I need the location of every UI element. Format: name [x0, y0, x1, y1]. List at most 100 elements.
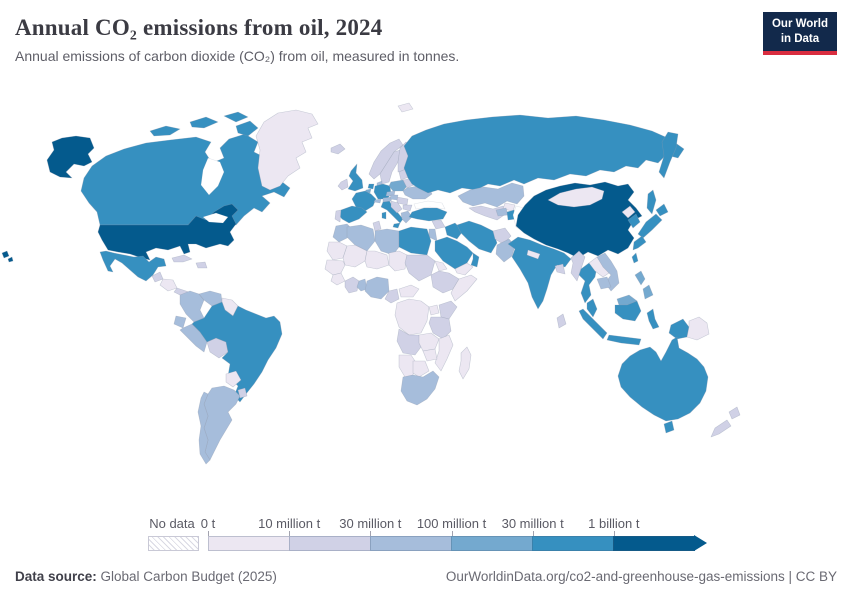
country-japan[interactable] [655, 203, 669, 217]
country-mexico[interactable] [99, 250, 167, 282]
country-iceland[interactable] [330, 143, 346, 155]
country-sri-lanka[interactable] [556, 313, 567, 329]
country-cambodia[interactable] [596, 276, 612, 290]
legend-segment[interactable] [532, 536, 614, 551]
country-car[interactable] [398, 284, 420, 298]
country-russia-sakhalin[interactable] [646, 189, 657, 215]
country-south-africa[interactable] [400, 370, 440, 406]
country-greenland[interactable] [255, 109, 319, 191]
country-hawaii[interactable] [7, 256, 14, 263]
legend-segment[interactable] [613, 536, 695, 551]
country-cuba[interactable] [171, 254, 193, 263]
country-germany[interactable] [373, 183, 392, 200]
country-arctic-isles[interactable] [223, 111, 249, 123]
country-south-korea[interactable] [627, 213, 641, 229]
country-nigeria[interactable] [364, 276, 390, 300]
legend-color-bar[interactable] [208, 536, 695, 551]
country-bangladesh[interactable] [554, 263, 566, 275]
country-north-korea[interactable] [621, 205, 636, 219]
country-sierra-liberia[interactable] [330, 272, 346, 286]
country-svalbard[interactable] [397, 102, 414, 113]
country-france[interactable] [351, 190, 377, 212]
country-algeria[interactable] [346, 224, 376, 252]
country-indonesia-sulawesi[interactable] [646, 308, 660, 330]
country-chile[interactable] [197, 391, 211, 465]
country-west-papua[interactable] [668, 318, 690, 340]
country-bulgaria[interactable] [402, 204, 413, 212]
country-somalia[interactable] [450, 274, 478, 302]
country-kalimantan[interactable] [614, 300, 642, 322]
country-ireland[interactable] [337, 178, 349, 191]
country-arctic-isles[interactable] [189, 116, 219, 129]
country-botswana[interactable] [412, 360, 430, 378]
country-egypt[interactable] [398, 226, 432, 256]
country-hawaii[interactable] [1, 250, 10, 259]
country-united-states[interactable] [97, 203, 239, 261]
country-spain[interactable] [337, 205, 368, 224]
country-turkey[interactable] [408, 207, 448, 222]
country-australia[interactable] [617, 336, 709, 422]
country-italy[interactable] [392, 222, 401, 229]
country-tanzania[interactable] [428, 316, 452, 340]
country-ghana[interactable] [356, 278, 368, 292]
country-senegal-guinea[interactable] [324, 259, 346, 276]
country-alaska[interactable] [46, 135, 95, 179]
country-portugal[interactable] [334, 209, 342, 223]
country-cameroon[interactable] [384, 288, 400, 304]
country-canada[interactable] [80, 133, 291, 226]
country-colombia[interactable] [179, 290, 205, 323]
country-vietnam[interactable] [596, 252, 620, 292]
country-mozambique[interactable] [434, 334, 454, 372]
country-indonesia-java[interactable] [606, 334, 642, 346]
country-india[interactable] [507, 236, 572, 310]
country-drc[interactable] [394, 298, 430, 336]
country-malaysia[interactable] [586, 298, 598, 318]
country-yemen[interactable] [454, 262, 474, 276]
legend-segment[interactable] [370, 536, 452, 551]
country-syria[interactable] [431, 219, 446, 230]
country-iran[interactable] [456, 220, 498, 254]
country-honduras-nicaragua[interactable] [159, 278, 178, 292]
country-hungary[interactable] [389, 194, 399, 201]
country-cote-divoire[interactable] [344, 276, 360, 294]
country-greece[interactable] [400, 210, 413, 224]
country-eritrea[interactable] [434, 260, 448, 272]
country-zambia[interactable] [418, 332, 440, 352]
country-angola[interactable] [396, 328, 422, 356]
country-new-zealand[interactable] [728, 406, 741, 420]
country-niger[interactable] [364, 250, 390, 270]
country-namibia[interactable] [398, 354, 416, 378]
country-mongolia[interactable] [547, 186, 605, 208]
legend-segment[interactable] [451, 536, 533, 551]
country-tunisia[interactable] [372, 220, 382, 232]
country-philippines[interactable] [642, 284, 654, 300]
country-indonesia-sumatra[interactable] [578, 308, 608, 340]
country-russia[interactable] [403, 114, 685, 194]
country-netherlands[interactable] [367, 183, 375, 190]
country-japan[interactable] [632, 235, 647, 251]
country-hispaniola[interactable] [195, 261, 208, 269]
country-zimbabwe[interactable] [422, 348, 438, 362]
country-china[interactable] [515, 181, 643, 259]
country-united-kingdom[interactable] [347, 163, 364, 192]
country-papua-new-guinea[interactable] [686, 316, 710, 341]
attribution[interactable]: OurWorldinData.org/co2-and-greenhouse-ga… [445, 569, 837, 584]
country-nepal[interactable] [526, 249, 541, 260]
country-switzerland[interactable] [373, 198, 382, 204]
country-italy[interactable] [381, 211, 387, 220]
country-arctic-isles[interactable] [149, 125, 181, 137]
country-philippines[interactable] [634, 270, 646, 286]
country-madagascar[interactable] [458, 346, 472, 380]
country-brazil[interactable] [191, 301, 283, 403]
country-taiwan[interactable] [631, 252, 639, 264]
country-argentina[interactable] [203, 385, 241, 461]
country-uae-oman[interactable] [470, 252, 480, 268]
country-japan[interactable] [637, 213, 663, 239]
country-tasmania[interactable] [663, 420, 675, 434]
country-arctic-isles[interactable] [235, 120, 259, 137]
legend-segment[interactable] [289, 536, 371, 551]
no-data-swatch[interactable] [148, 536, 199, 551]
country-kazakhstan[interactable] [457, 182, 525, 208]
country-italy[interactable] [380, 199, 404, 224]
